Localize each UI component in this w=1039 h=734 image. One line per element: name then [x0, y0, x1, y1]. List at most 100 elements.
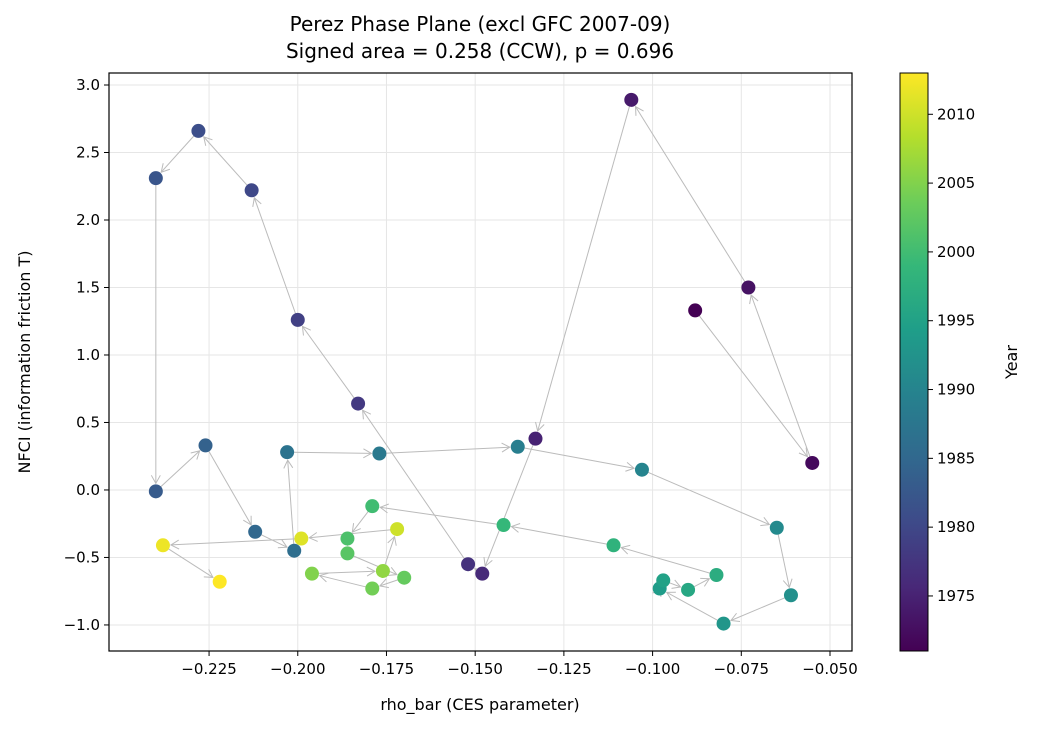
point-1972 [805, 455, 820, 470]
point-1991 [769, 520, 784, 535]
trajectory-arrow [260, 533, 288, 549]
point-1981 [191, 123, 206, 138]
trajectory-arrow [252, 196, 297, 315]
trajectory-arrow [634, 105, 746, 283]
trajectory-arrow [317, 566, 376, 577]
x-tick-label: −0.100 [625, 660, 681, 678]
y-tick-label: 2.5 [76, 144, 100, 162]
point-1975 [528, 431, 543, 446]
trajectory-arrow [351, 510, 370, 534]
point-1993 [716, 616, 731, 631]
point-1990 [634, 462, 649, 477]
x-ticks: −0.225 −0.200 −0.175 −0.150 −0.125 −0.100 −0.0… [181, 651, 858, 678]
point-1995 [656, 573, 671, 588]
x-tick-label: −0.200 [270, 660, 326, 678]
point-2010 [390, 522, 405, 537]
point-1997 [709, 568, 724, 583]
point-1971 [688, 303, 703, 318]
point-1978 [351, 396, 366, 411]
colorbar-tick-label: 1995 [937, 312, 975, 330]
point-1979 [290, 312, 305, 327]
point-2012 [155, 538, 170, 553]
y-tick-label: 1.0 [76, 346, 100, 364]
point-1980 [244, 183, 259, 198]
point-1987 [280, 445, 295, 460]
y-tick-label: −1.0 [64, 616, 100, 634]
point-1973 [741, 280, 756, 295]
trajectory-arrow [362, 409, 466, 560]
point-1988 [372, 446, 387, 461]
colorbar-tick-label: 2005 [937, 174, 975, 192]
colorbar-tick-label: 1985 [937, 449, 975, 467]
trajectory-arrow [283, 459, 295, 545]
points [148, 92, 820, 631]
point-1998 [606, 538, 621, 553]
trajectory-arrow [620, 544, 711, 574]
point-1992 [783, 588, 798, 603]
trajectory-arrow [510, 523, 608, 545]
trajectory-arrow [693, 577, 711, 588]
colorbar-tick-label: 1980 [937, 518, 975, 536]
trajectory-arrow [378, 578, 399, 589]
point-2000 [365, 499, 380, 514]
colorbar-label: Year [1002, 345, 1021, 380]
grid [109, 73, 852, 651]
point-1974 [624, 92, 639, 107]
chart-title: Perez Phase Plane (excl GFC 2007-09) [290, 12, 671, 36]
trajectory-arrow [301, 325, 355, 399]
trajectory-arrow [385, 442, 511, 454]
trajectory-arrow [749, 294, 811, 458]
trajectory-arrow [203, 136, 249, 187]
point-1989 [510, 439, 525, 454]
colorbar-tick-label: 1990 [937, 381, 975, 399]
colorbar [899, 72, 929, 652]
x-tick-label: −0.175 [359, 660, 415, 678]
point-1986 [287, 543, 302, 558]
y-tick-label: −0.5 [64, 548, 100, 566]
trajectory-arrow [169, 538, 296, 550]
point-2001 [340, 531, 355, 546]
plot-frame [108, 72, 853, 652]
trajectory-arrow [483, 444, 534, 568]
point-1999 [496, 518, 511, 533]
point-1996 [681, 582, 696, 597]
trajectory-arrow [777, 533, 793, 589]
trajectory-arrow [352, 555, 398, 577]
trajectory-arrow [208, 450, 252, 526]
trajectory-arrow [150, 184, 161, 485]
x-tick-label: −0.225 [181, 660, 237, 678]
trajectory-arrow [167, 548, 214, 578]
trajectory-arrow [379, 503, 498, 525]
trajectory-arrow [293, 448, 373, 459]
point-2003 [397, 570, 412, 585]
x-axis-label: rho_bar (CES parameter) [380, 695, 579, 715]
y-tick-label: 1.5 [76, 278, 100, 296]
colorbar-tick-label: 2010 [937, 105, 975, 123]
point-1982 [148, 171, 163, 186]
y-tick-label: 3.0 [76, 76, 100, 94]
x-tick-label: −0.075 [714, 660, 770, 678]
y-axis-label: NFCI (information friction T) [15, 250, 34, 473]
trajectory-arrow [384, 535, 397, 566]
point-2004 [365, 581, 380, 596]
point-2002 [340, 546, 355, 561]
chart-subtitle: Signed area = 0.258 (CCW), p = 0.696 [286, 39, 674, 63]
y-tick-label: 0.0 [76, 481, 100, 499]
trajectory-arrow [160, 135, 195, 173]
trajectory-arrow [665, 591, 719, 622]
point-1984 [198, 438, 213, 453]
trajectory-arrow [535, 105, 631, 432]
colorbar-ticks: 1975 1980 1985 1990 1995 2000 2005 2010 [928, 105, 975, 605]
point-2013 [212, 574, 227, 589]
x-tick-label: −0.050 [802, 660, 858, 678]
trajectory-arrow [729, 597, 786, 623]
trajectory-arrow [318, 572, 367, 588]
colorbar-tick-label: 1975 [937, 587, 975, 605]
arrows [150, 105, 811, 623]
x-tick-label: −0.150 [447, 660, 503, 678]
point-2006 [375, 563, 390, 578]
colorbar-tick-label: 2000 [937, 243, 975, 261]
point-1977 [461, 557, 476, 572]
y-ticks: 3.0 2.5 2.0 1.5 1.0 0.5 0.0 −0.5 −1.0 [64, 76, 109, 634]
